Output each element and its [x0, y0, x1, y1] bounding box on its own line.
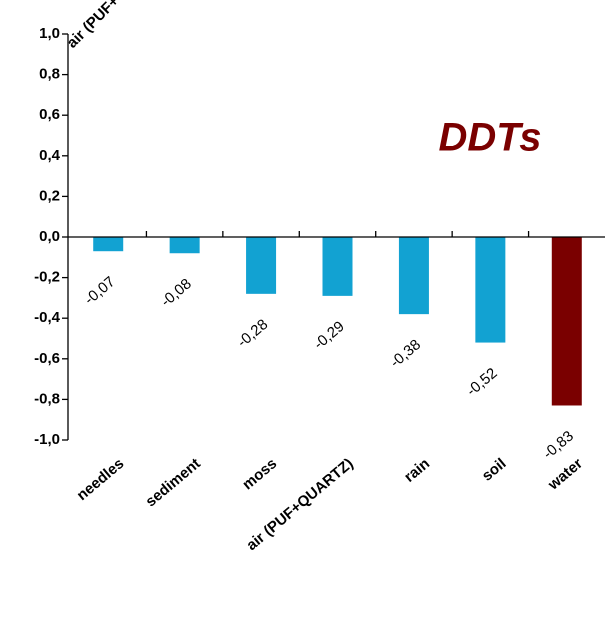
y-tick-label: -0,2	[34, 269, 60, 286]
y-tick-label: -0,6	[34, 350, 60, 367]
x-tick-label: rain	[401, 455, 433, 486]
y-tick-label: 0,0	[39, 228, 60, 245]
y-tick-label: 0,8	[39, 66, 60, 83]
bar	[551, 237, 582, 406]
bar	[475, 237, 506, 343]
y-tick-label: -0,8	[34, 390, 60, 407]
x-tick-label: sediment	[142, 455, 203, 510]
value-label: -0,38	[387, 336, 424, 371]
y-tick-label: 1,0	[39, 25, 60, 42]
x-tick-label: soil	[479, 455, 510, 485]
value-label: -0,08	[158, 275, 195, 310]
y-tick-label: 0,6	[39, 106, 60, 123]
y-tick-label: -1,0	[34, 431, 60, 448]
bar	[169, 237, 200, 254]
value-label: -0,52	[463, 365, 500, 400]
y-tick-label: 0,4	[39, 147, 61, 164]
bar	[93, 237, 124, 252]
chart-title: DDTs	[439, 116, 542, 160]
value-label: -0,07	[81, 273, 118, 308]
value-label: -0,29	[311, 318, 348, 353]
bar	[322, 237, 353, 296]
bar	[246, 237, 277, 294]
y-tick-label: -0,4	[34, 309, 61, 326]
bar	[398, 237, 429, 315]
clipped-category-label: air (PUF+QUARTZ)	[64, 0, 171, 52]
value-label: -0,28	[234, 316, 271, 351]
x-tick-label: needles	[74, 455, 128, 504]
x-tick-label: moss	[239, 455, 280, 493]
y-tick-label: 0,2	[39, 187, 60, 204]
